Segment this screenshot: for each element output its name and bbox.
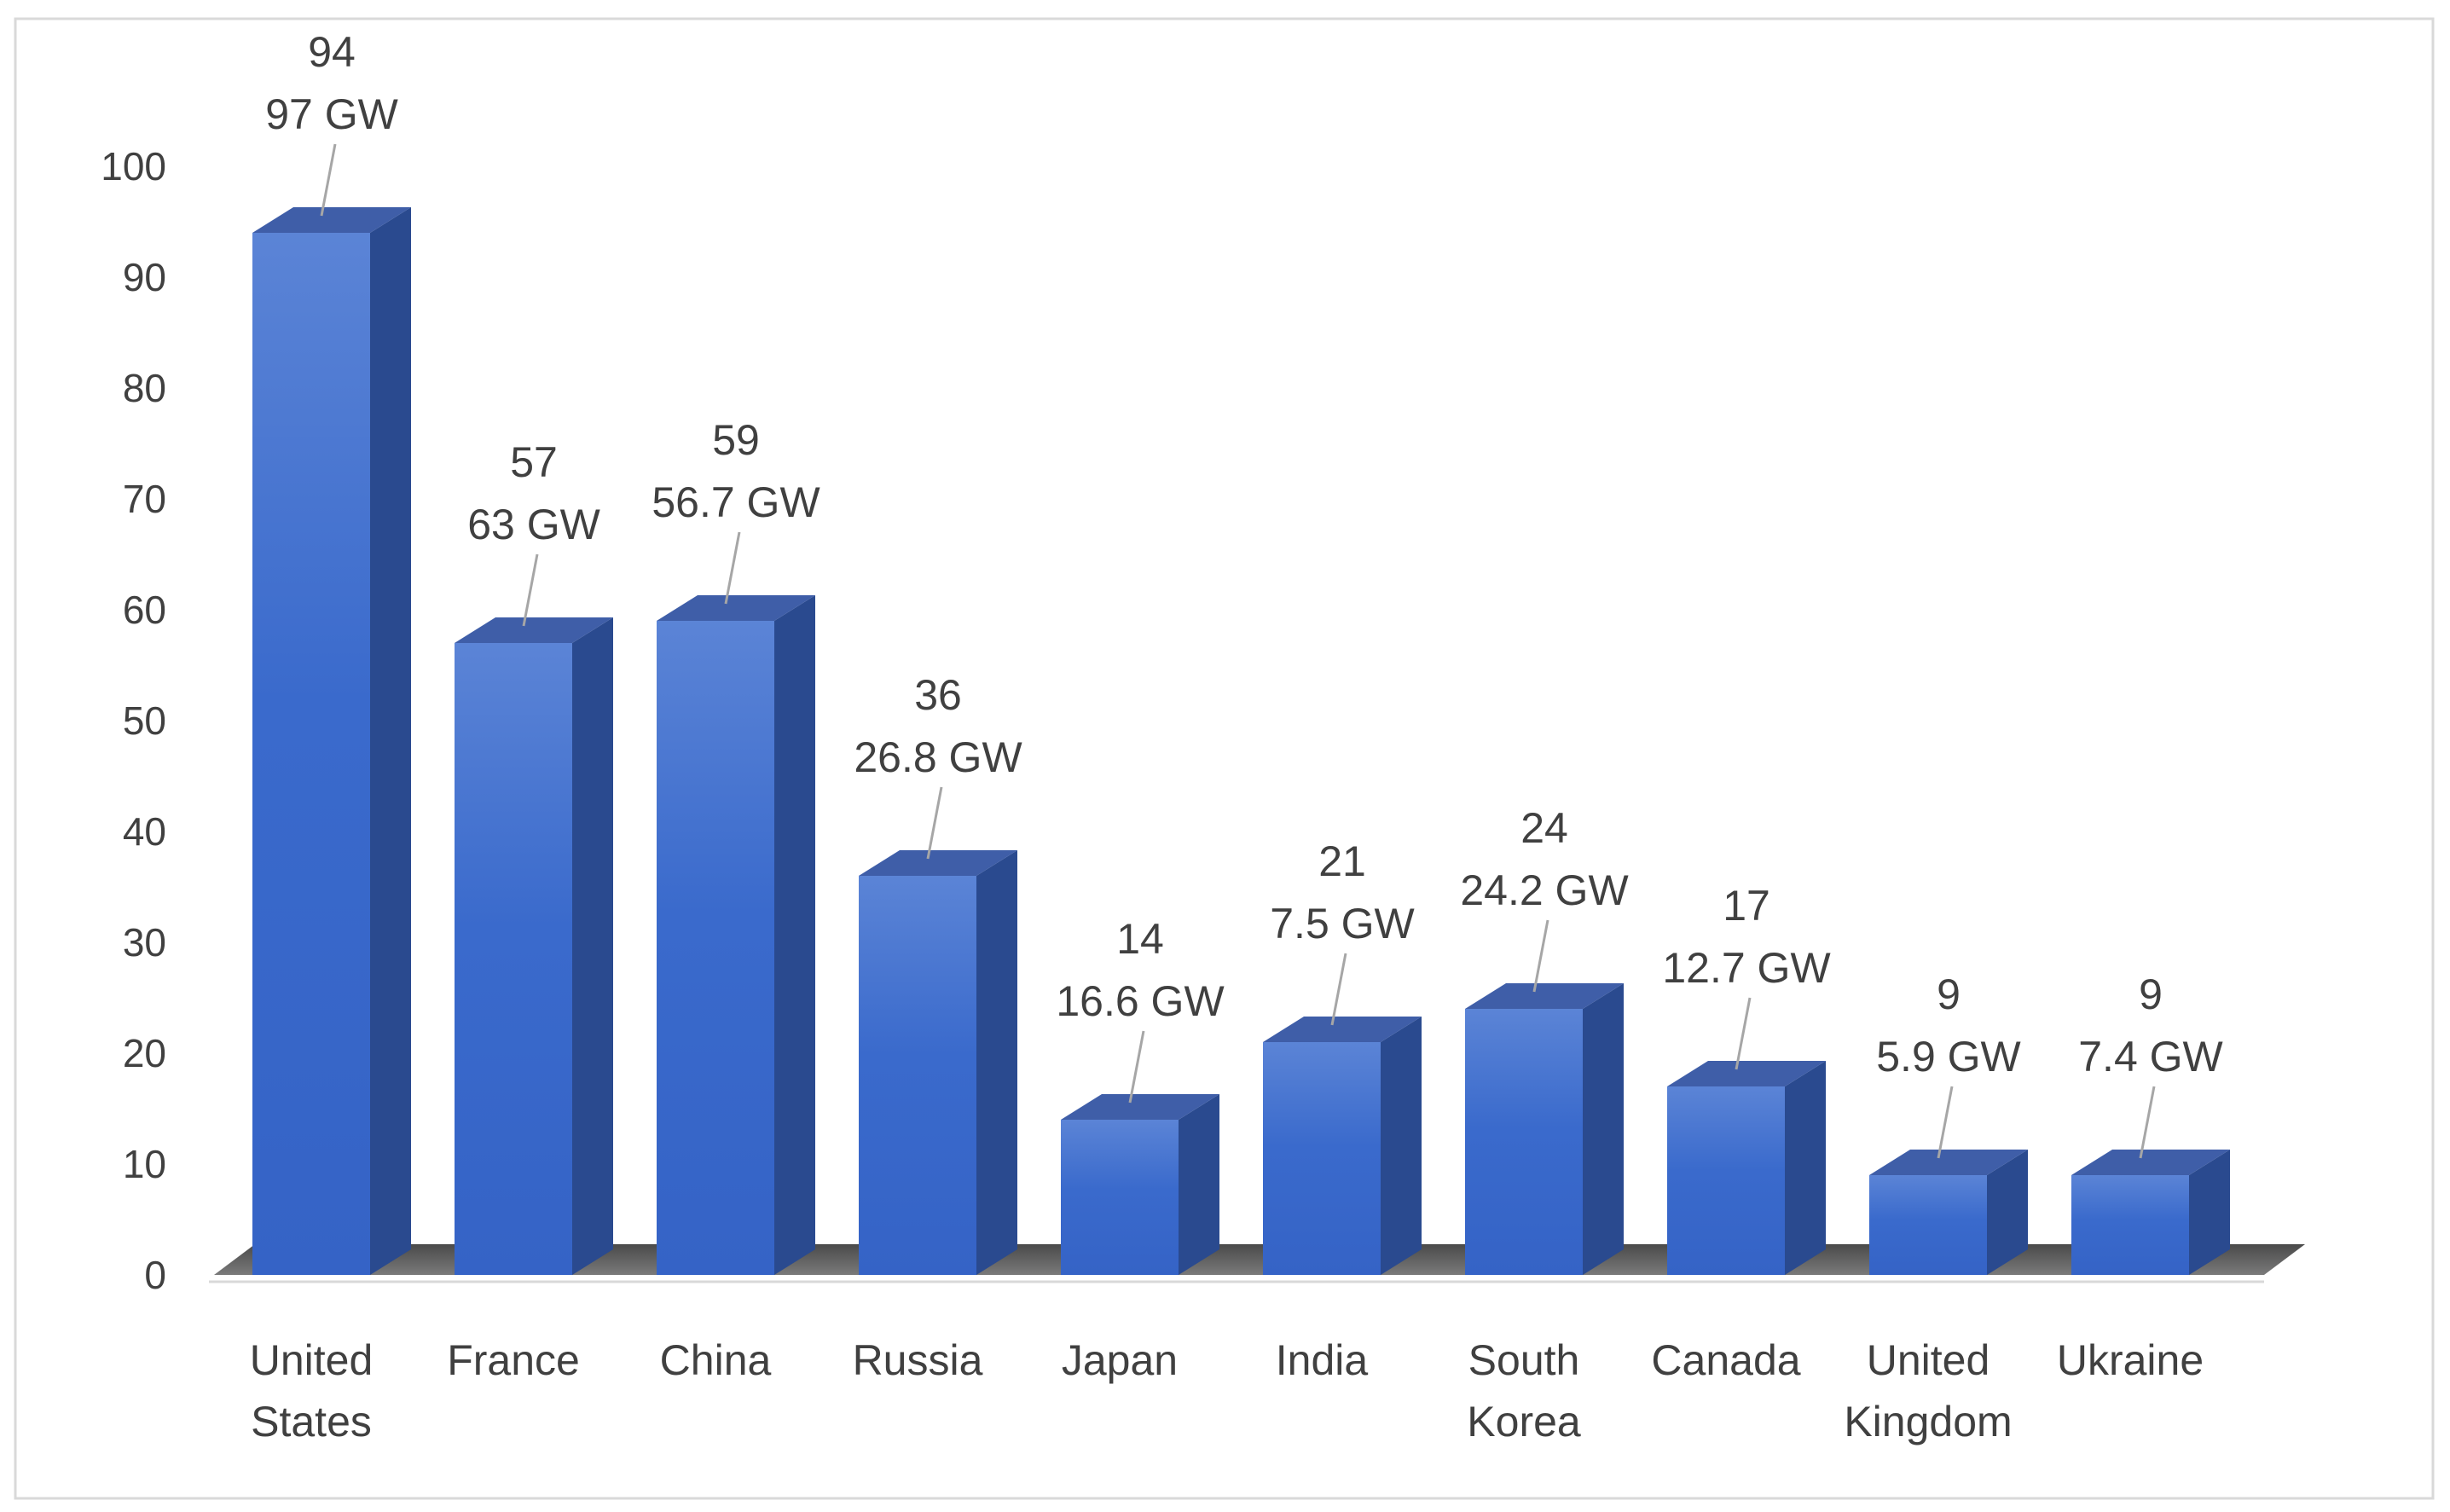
x-tick-label: Kingdom — [1844, 1398, 2012, 1445]
data-label-value: 59 — [712, 416, 760, 464]
bar-front — [1263, 1042, 1381, 1275]
x-tick-label: United — [250, 1336, 374, 1384]
bar-side — [1785, 1061, 1826, 1275]
bar — [859, 850, 1017, 1275]
data-label-capacity: 97 GW — [265, 90, 398, 138]
leader-line — [926, 786, 943, 860]
leader-line — [724, 531, 741, 605]
bar-top — [2071, 1150, 2230, 1175]
data-label-capacity: 5.9 GW — [1876, 1033, 2021, 1080]
x-tick-label: Ukraine — [2057, 1336, 2204, 1384]
y-tick-label: 20 — [123, 1031, 166, 1075]
data-labels: 94 97 GW 57 63 GW 59 56.7 GW 36 26.8 GW 14 16.6 G… — [265, 28, 2224, 1159]
bar-top — [252, 207, 411, 233]
leader-line — [522, 553, 539, 627]
y-tick-label: 100 — [101, 144, 166, 188]
bar-front — [1869, 1175, 1987, 1275]
bar-side — [572, 617, 613, 1275]
bar-front — [1061, 1120, 1179, 1275]
bar — [2071, 1150, 2230, 1275]
y-tick-label: 0 — [144, 1253, 166, 1297]
bar-front — [2071, 1175, 2189, 1275]
bar-side — [370, 207, 411, 1275]
y-tick-label: 70 — [123, 477, 166, 521]
bar-top — [859, 850, 1017, 876]
data-label-value: 9 — [2139, 970, 2163, 1018]
leader-line — [1330, 953, 1347, 1026]
bar-front — [657, 621, 774, 1275]
bar — [1263, 1017, 1422, 1275]
x-tick-label: United — [1867, 1336, 1990, 1384]
bar — [1667, 1061, 1826, 1275]
x-tick-label: States — [251, 1398, 372, 1445]
data-label-value: 21 — [1318, 837, 1366, 885]
y-tick-label: 50 — [123, 698, 166, 743]
bar-front — [252, 233, 370, 1275]
x-tick-label: South — [1468, 1336, 1580, 1384]
y-tick-label: 10 — [123, 1142, 166, 1186]
y-tick-label: 80 — [123, 366, 166, 410]
x-tick-label: Japan — [1062, 1336, 1178, 1384]
bar-top — [1263, 1017, 1422, 1042]
bar-top — [657, 595, 815, 621]
x-tick-label: France — [447, 1336, 580, 1384]
leader-line — [1532, 919, 1549, 993]
data-label-value: 14 — [1116, 915, 1164, 963]
bar — [455, 617, 613, 1275]
bar-top — [1465, 983, 1624, 1009]
leader-line — [2139, 1086, 2156, 1159]
data-label-value: 57 — [510, 438, 558, 486]
bar-top — [1667, 1061, 1826, 1086]
bars — [252, 207, 2230, 1275]
data-label-value: 94 — [308, 28, 356, 76]
data-label-capacity: 63 GW — [467, 501, 600, 548]
y-tick-label: 60 — [123, 588, 166, 632]
x-tick-label: Korea — [1467, 1398, 1581, 1445]
data-label-capacity: 7.5 GW — [1270, 900, 1415, 947]
leader-line — [320, 143, 337, 217]
data-label-value: 24 — [1520, 804, 1568, 852]
bar-top — [1869, 1150, 2028, 1175]
bar-top — [1061, 1094, 1219, 1120]
y-axis: 0 10 20 30 40 50 60 70 80 90 100 — [101, 144, 166, 1297]
bar-front — [859, 876, 976, 1275]
bar-side — [1583, 983, 1624, 1275]
data-label-capacity: 26.8 GW — [854, 733, 1022, 781]
x-tick-label: India — [1276, 1336, 1369, 1384]
bar — [1465, 983, 1624, 1275]
leader-line — [1128, 1030, 1145, 1104]
bar-side — [774, 595, 815, 1275]
bar — [252, 207, 411, 1275]
data-label-value: 17 — [1723, 882, 1770, 930]
bar-front — [1667, 1086, 1785, 1275]
bar-front — [1465, 1009, 1583, 1275]
data-label-value: 9 — [1937, 970, 1961, 1018]
data-label-capacity: 12.7 GW — [1662, 944, 1831, 992]
bar — [1869, 1150, 2028, 1275]
y-tick-label: 90 — [123, 255, 166, 299]
bar — [1061, 1094, 1219, 1275]
x-tick-label: Canada — [1651, 1336, 1800, 1384]
bar-side — [1179, 1094, 1219, 1275]
data-label-capacity: 24.2 GW — [1460, 866, 1629, 914]
x-axis-labels: United States France China Russia Japan India S… — [250, 1336, 2204, 1445]
data-label-capacity: 7.4 GW — [2078, 1033, 2223, 1080]
data-label-capacity: 56.7 GW — [652, 478, 820, 526]
data-label-value: 36 — [914, 671, 962, 719]
y-tick-label: 30 — [123, 920, 166, 965]
bar-top — [455, 617, 613, 643]
bar-side — [1987, 1150, 2028, 1275]
bar-front — [455, 643, 572, 1275]
bar-side — [976, 850, 1017, 1275]
bar-side — [2189, 1150, 2230, 1275]
leader-line — [1735, 997, 1752, 1070]
x-tick-label: Russia — [853, 1336, 983, 1384]
data-label-capacity: 16.6 GW — [1056, 977, 1225, 1025]
y-tick-label: 40 — [123, 809, 166, 854]
bar — [657, 595, 815, 1275]
x-tick-label: China — [660, 1336, 772, 1384]
leader-line — [1937, 1086, 1954, 1159]
bar-side — [1381, 1017, 1422, 1275]
